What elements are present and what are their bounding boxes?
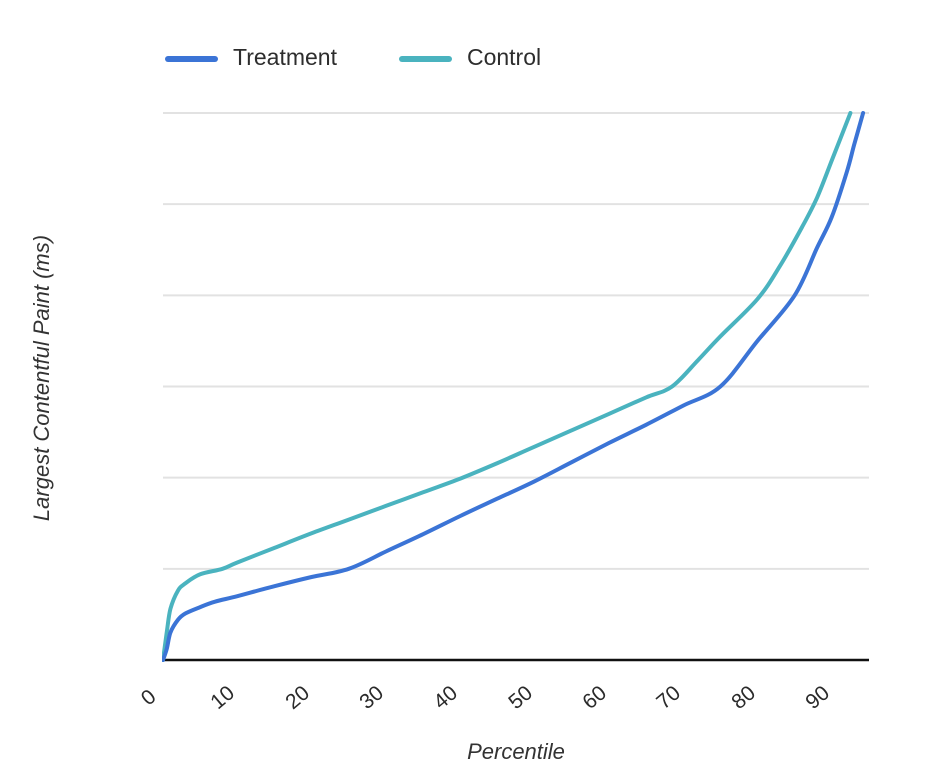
y-axis-title: Largest Contentful Paint (ms) bbox=[29, 234, 54, 522]
legend-label-treatment: Treatment bbox=[233, 44, 337, 70]
control-line bbox=[162, 111, 853, 662]
x-axis-title: Percentile bbox=[467, 739, 565, 764]
legend-item-control: Control bbox=[398, 44, 542, 71]
legend-item-treatment: Treatment bbox=[165, 46, 337, 71]
legend-label-control: Control bbox=[466, 44, 542, 70]
treatment-line bbox=[162, 111, 866, 662]
legend: Treatment Control bbox=[165, 46, 541, 71]
treatment-line-swatch bbox=[165, 55, 218, 62]
control-line-swatch bbox=[398, 55, 452, 62]
